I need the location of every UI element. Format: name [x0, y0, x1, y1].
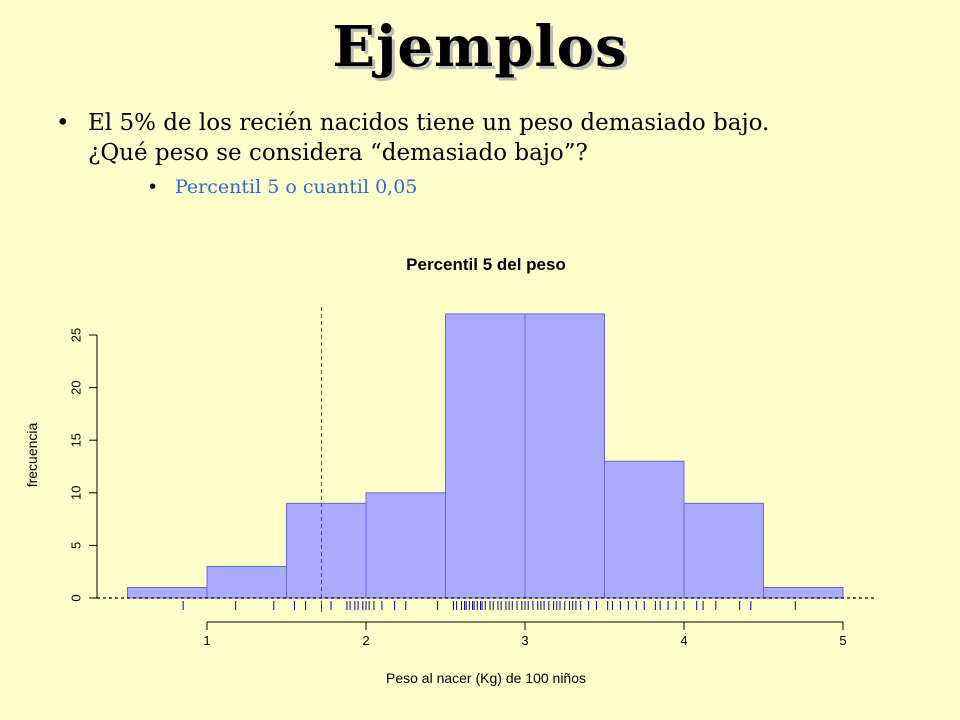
bullet-list: • El 5% de los recién nacidos tiene un p…: [50, 108, 930, 200]
x-tick-label: 1: [203, 633, 210, 648]
x-tick-label: 2: [362, 633, 369, 648]
bullet-dot-icon: •: [56, 110, 70, 136]
sub-bullet-text: Percentil 5 o cuantil 0,05: [175, 176, 418, 198]
bullet-text-line2: ¿Qué peso se considera “demasiado bajo”?: [88, 140, 588, 166]
x-tick-label: 4: [680, 633, 687, 648]
histogram-bar: [763, 586, 844, 599]
histogram-bar: [445, 313, 526, 599]
y-tick-label: 25: [69, 328, 84, 342]
histogram-bar: [604, 460, 685, 599]
x-tick-label: 5: [839, 633, 846, 648]
histogram-bar: [206, 565, 287, 599]
x-tick-label: 3: [521, 633, 528, 648]
sub-bullet-dot-icon: •: [147, 176, 159, 198]
bullet-text-line1: El 5% de los recién nacidos tiene un pes…: [88, 110, 770, 136]
slide-title: Ejemplos: [332, 14, 628, 80]
y-tick-label: 10: [69, 486, 84, 500]
y-tick-label: 0: [69, 594, 84, 601]
x-axis-label: Peso al nacer (Kg) de 100 niños: [385, 670, 586, 686]
histogram-bar: [286, 502, 367, 599]
histogram-bar: [524, 313, 605, 599]
y-tick-label: 20: [69, 380, 84, 394]
chart-title: Percentil 5 del peso: [406, 255, 566, 274]
sub-bullet-item: • Percentil 5 o cuantil 0,05: [147, 174, 930, 200]
y-tick-label: 15: [69, 433, 84, 447]
y-tick-label: 5: [69, 542, 84, 549]
histogram-bar: [683, 502, 764, 599]
histogram-bar: [127, 586, 208, 599]
histogram-bar: [365, 492, 446, 599]
bullet-item: • El 5% de los recién nacidos tiene un p…: [50, 108, 930, 168]
